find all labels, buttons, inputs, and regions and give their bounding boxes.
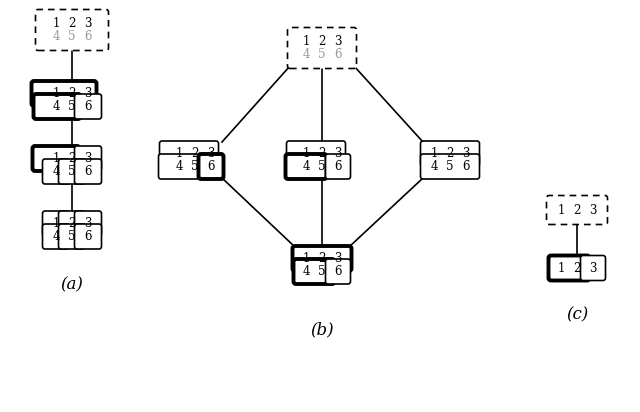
Text: 2: 2 xyxy=(318,35,326,48)
Text: 3: 3 xyxy=(84,17,92,30)
Text: 3: 3 xyxy=(589,204,596,216)
Text: 5: 5 xyxy=(318,160,326,173)
Text: 4: 4 xyxy=(52,100,60,113)
Text: 4: 4 xyxy=(52,30,60,43)
Text: 2: 2 xyxy=(446,147,454,160)
Text: 6: 6 xyxy=(84,165,92,178)
Text: 6: 6 xyxy=(462,160,470,173)
Text: 3: 3 xyxy=(207,147,215,160)
Text: 1: 1 xyxy=(52,152,60,165)
Text: 6: 6 xyxy=(84,100,92,113)
Text: 3: 3 xyxy=(334,147,342,160)
Text: 4: 4 xyxy=(52,230,60,243)
Text: (c): (c) xyxy=(566,307,588,323)
FancyBboxPatch shape xyxy=(74,211,102,236)
Text: 3: 3 xyxy=(84,87,92,100)
Text: 2: 2 xyxy=(68,87,76,100)
Text: 5: 5 xyxy=(68,100,76,113)
Text: 6: 6 xyxy=(207,160,215,173)
Text: 4: 4 xyxy=(430,160,438,173)
Text: 1: 1 xyxy=(302,35,310,48)
Text: 2: 2 xyxy=(68,217,76,230)
Text: 4: 4 xyxy=(302,48,310,61)
Text: 3: 3 xyxy=(462,147,470,160)
Text: 2: 2 xyxy=(573,204,580,216)
Text: (a): (a) xyxy=(61,276,83,293)
Text: 5: 5 xyxy=(191,160,199,173)
FancyBboxPatch shape xyxy=(326,259,351,284)
FancyBboxPatch shape xyxy=(287,28,356,68)
FancyBboxPatch shape xyxy=(420,141,479,166)
Text: 3: 3 xyxy=(84,152,92,165)
Text: 5: 5 xyxy=(318,48,326,61)
FancyBboxPatch shape xyxy=(548,255,589,281)
Text: 6: 6 xyxy=(334,48,342,61)
Text: 5: 5 xyxy=(68,30,76,43)
Text: 5: 5 xyxy=(68,165,76,178)
FancyBboxPatch shape xyxy=(31,81,97,106)
FancyBboxPatch shape xyxy=(33,94,81,119)
FancyBboxPatch shape xyxy=(33,146,79,171)
FancyBboxPatch shape xyxy=(580,255,605,281)
FancyBboxPatch shape xyxy=(420,154,479,179)
Text: 4: 4 xyxy=(52,165,60,178)
Text: 6: 6 xyxy=(334,160,342,173)
Text: 1: 1 xyxy=(557,262,564,274)
Text: 4: 4 xyxy=(175,160,183,173)
Text: 6: 6 xyxy=(334,265,342,278)
FancyBboxPatch shape xyxy=(42,224,70,249)
Text: 2: 2 xyxy=(318,147,326,160)
FancyBboxPatch shape xyxy=(74,146,102,171)
Text: 5: 5 xyxy=(318,265,326,278)
Text: 3: 3 xyxy=(589,262,596,274)
FancyBboxPatch shape xyxy=(58,159,86,184)
FancyBboxPatch shape xyxy=(35,9,109,51)
Text: 5: 5 xyxy=(68,230,76,243)
FancyBboxPatch shape xyxy=(547,196,607,225)
Text: 5: 5 xyxy=(446,160,454,173)
FancyBboxPatch shape xyxy=(159,141,218,166)
Text: 4: 4 xyxy=(302,160,310,173)
Text: 3: 3 xyxy=(334,35,342,48)
Text: 2: 2 xyxy=(68,152,76,165)
FancyBboxPatch shape xyxy=(74,94,102,119)
FancyBboxPatch shape xyxy=(42,211,70,236)
Text: 6: 6 xyxy=(84,30,92,43)
Text: 6: 6 xyxy=(84,230,92,243)
Text: 1: 1 xyxy=(52,217,60,230)
FancyBboxPatch shape xyxy=(294,259,335,284)
FancyBboxPatch shape xyxy=(74,159,102,184)
Text: 1: 1 xyxy=(430,147,438,160)
Text: 1: 1 xyxy=(302,252,310,265)
Text: 1: 1 xyxy=(302,147,310,160)
FancyBboxPatch shape xyxy=(159,154,200,179)
Text: 3: 3 xyxy=(334,252,342,265)
FancyBboxPatch shape xyxy=(74,224,102,249)
FancyBboxPatch shape xyxy=(198,154,223,179)
FancyBboxPatch shape xyxy=(42,159,70,184)
Text: 1: 1 xyxy=(557,204,564,216)
FancyBboxPatch shape xyxy=(287,141,346,166)
Text: 1: 1 xyxy=(52,17,60,30)
Text: 1: 1 xyxy=(175,147,182,160)
Text: 4: 4 xyxy=(302,265,310,278)
Text: 2: 2 xyxy=(318,252,326,265)
Text: 2: 2 xyxy=(68,17,76,30)
Text: 3: 3 xyxy=(84,217,92,230)
Text: 2: 2 xyxy=(573,262,580,274)
Text: 2: 2 xyxy=(191,147,198,160)
Text: 1: 1 xyxy=(52,87,60,100)
FancyBboxPatch shape xyxy=(326,154,351,179)
FancyBboxPatch shape xyxy=(58,224,86,249)
FancyBboxPatch shape xyxy=(58,211,86,236)
FancyBboxPatch shape xyxy=(285,154,326,179)
Text: (b): (b) xyxy=(310,321,334,339)
FancyBboxPatch shape xyxy=(292,246,351,271)
